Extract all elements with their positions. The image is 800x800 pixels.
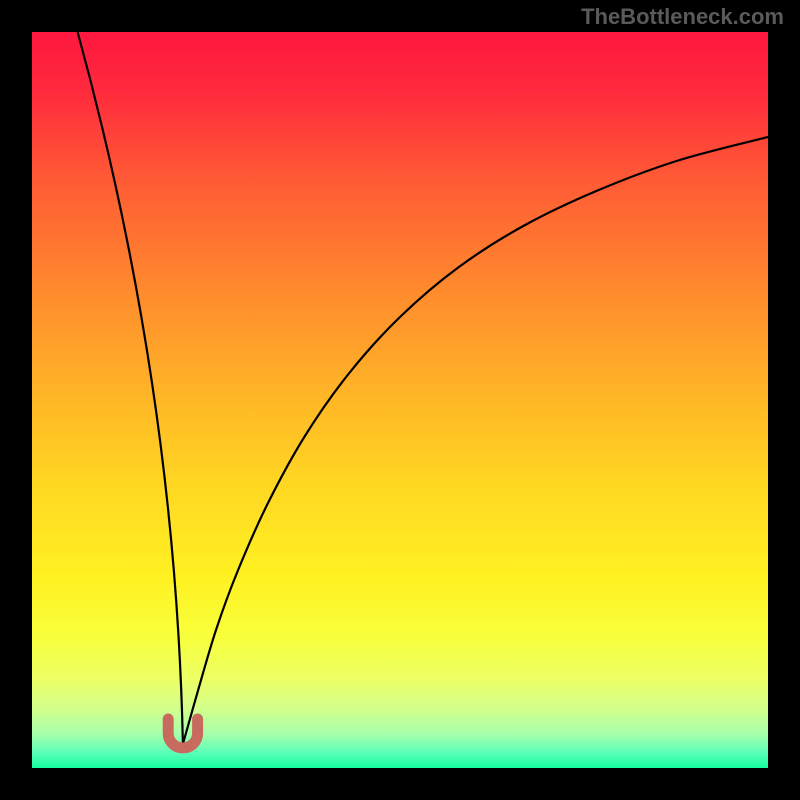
plot-area xyxy=(32,32,768,768)
bottleneck-curve xyxy=(32,32,768,768)
curve-path xyxy=(78,32,768,744)
chart-frame: TheBottleneck.com xyxy=(0,0,800,800)
watermark-text: TheBottleneck.com xyxy=(581,4,784,30)
